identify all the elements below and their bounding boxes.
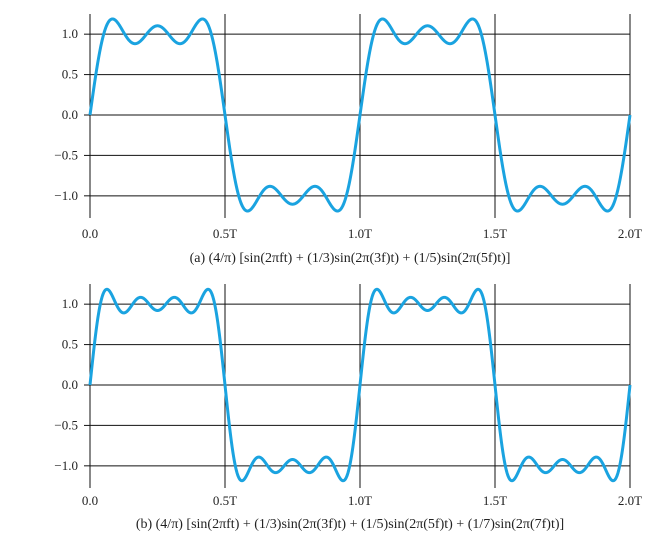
y-tick-label: 0.5	[62, 67, 78, 82]
x-tick-label: 1.0T	[348, 226, 372, 241]
y-tick-label: 1.0	[62, 26, 78, 41]
y-tick-label: 1.0	[62, 296, 78, 311]
x-tick-label: 2.0T	[618, 493, 642, 508]
series-line	[88, 287, 632, 483]
y-tick-label: 0.5	[62, 337, 78, 352]
y-tick-label: −0.5	[54, 417, 78, 432]
x-tick-label: 0.5T	[213, 493, 237, 508]
x-tick-label: 0.5T	[213, 226, 237, 241]
chart-panel-a: 1.0 0.5 0.0 −0.5 −1.0 0.0 0.5T 1.0T 1.5T 2.0T (a) …	[54, 14, 642, 266]
x-tick-label: 1.5T	[483, 493, 507, 508]
y-tick-label: −0.5	[54, 147, 78, 162]
x-tick-label: 1.5T	[483, 226, 507, 241]
y-tick-label: −1.0	[54, 188, 78, 203]
y-tick-label: 0.0	[62, 377, 78, 392]
series-line	[88, 17, 632, 213]
x-tick-label: 0.0	[82, 226, 98, 241]
y-tick-label: 0.0	[62, 107, 78, 122]
chart-caption: (b) (4/π) [sin(2πft) + (1/3)sin(2π(3f)t)…	[136, 517, 564, 532]
y-tick-label: −1.0	[54, 458, 78, 473]
x-tick-label: 1.0T	[348, 493, 372, 508]
chart-caption: (a) (4/π) [sin(2πft) + (1/3)sin(2π(3f)t)…	[190, 251, 511, 266]
chart-panel-b: 1.0 0.5 0.0 −0.5 −1.0 0.0 0.5T 1.0T 1.5T 2.0T (b) …	[54, 284, 642, 532]
x-tick-label: 0.0	[82, 493, 98, 508]
x-tick-label: 2.0T	[618, 226, 642, 241]
